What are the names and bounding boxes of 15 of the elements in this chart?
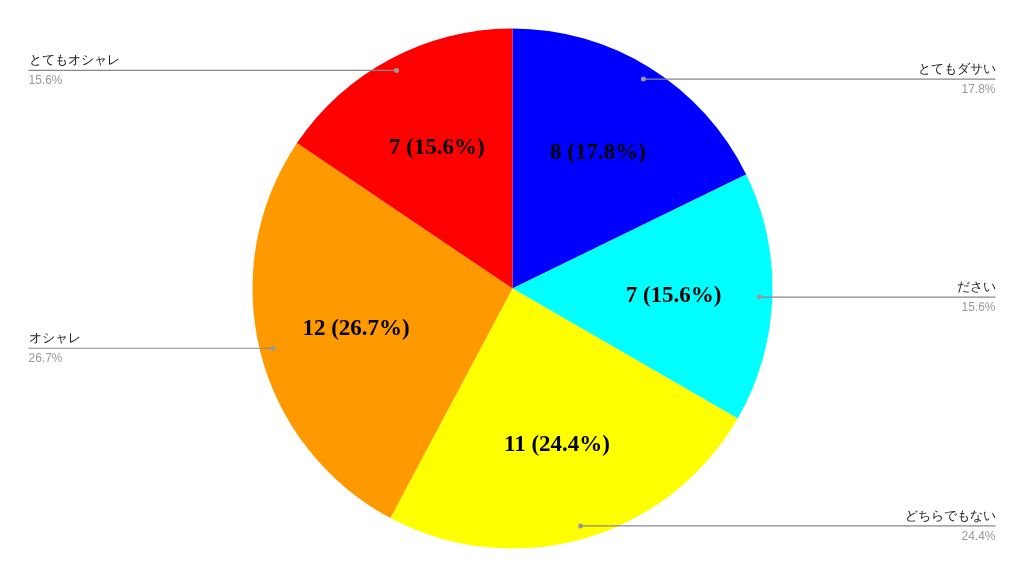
slice-label: オシャレ [28,330,81,346]
slice-label: とてもダサい [917,61,996,77]
text: 15.6% [28,73,63,88]
slice-label: とてもオシャレ [28,52,120,68]
data-label: 11 (24.4%) [503,430,610,456]
data-label: 8 (17.8%) [550,139,646,165]
text: 26.7% [28,351,63,366]
text: 15.6% [961,300,996,315]
slice-label: どちらでもない [904,507,996,523]
text: 24.4% [961,528,996,543]
slice-label: ださい [956,279,996,295]
data-label: 7 (15.6%) [388,133,485,159]
text: 17.8% [961,82,996,97]
data-label: 7 (15.6%) [625,281,722,307]
data-label: 12 (26.7%) [302,315,410,340]
